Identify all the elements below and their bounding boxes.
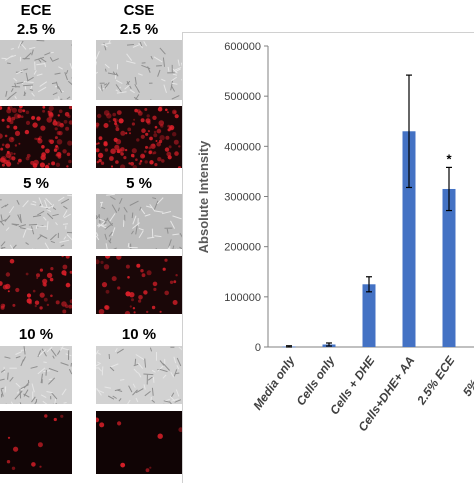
bar-series: * (283, 75, 456, 347)
bar (363, 284, 376, 347)
y-tick-label: 100000 (224, 292, 261, 304)
y-axis-title: Absolute Intensity (196, 140, 211, 253)
y-tick-label: 200000 (224, 242, 261, 254)
y-tick-label: 0 (255, 342, 261, 354)
x-tick-label: Cells only (293, 353, 338, 409)
x-tick-label: 5% ECE (460, 353, 474, 399)
y-tick-label: 400000 (224, 141, 261, 153)
x-tick-label: 2.5% ECE (414, 353, 458, 408)
y-tick-label: 500000 (224, 91, 261, 103)
y-tick-label: 600000 (224, 41, 261, 53)
bar (443, 189, 456, 347)
y-axis: 0 100000 200000 300000 400000 500000 600000 (224, 41, 474, 354)
significance-marker: * (446, 151, 452, 166)
x-tick-label: Media only (250, 353, 298, 413)
error-bar (286, 346, 292, 347)
y-tick-label: 300000 (224, 192, 261, 204)
